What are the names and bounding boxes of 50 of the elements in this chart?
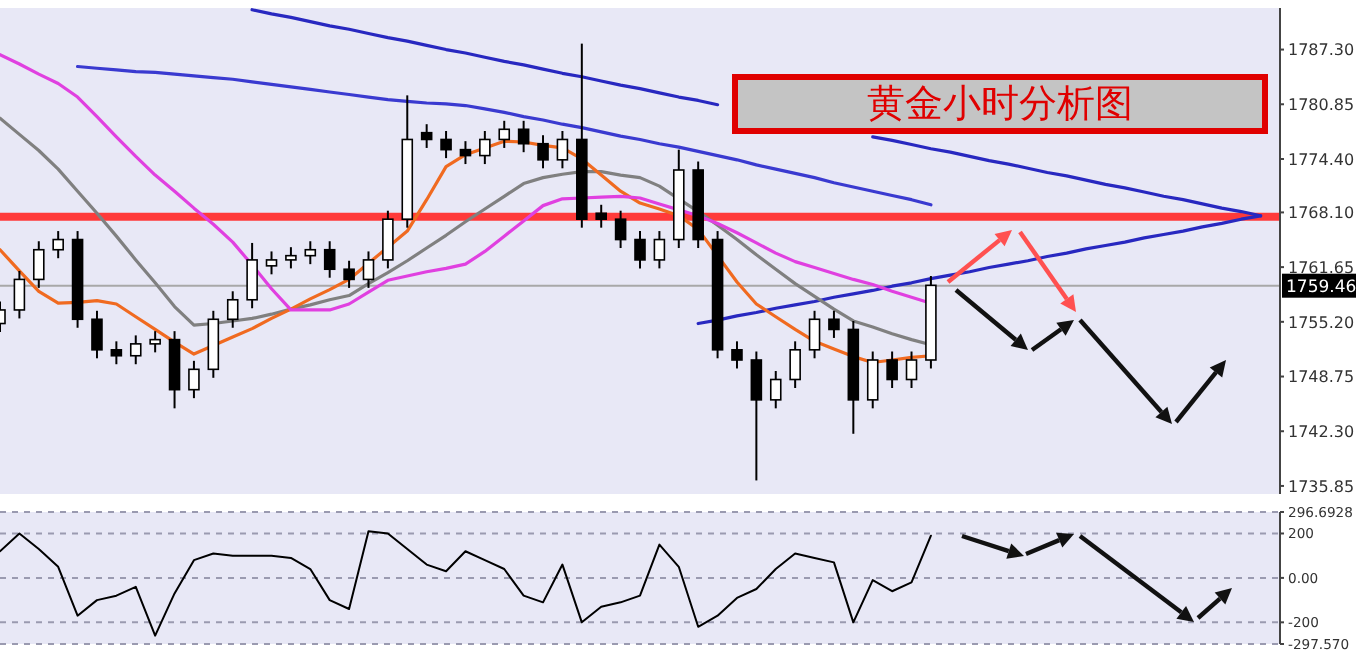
candlestick — [750, 350, 763, 482]
candlestick — [149, 330, 161, 354]
candlestick — [246, 241, 258, 310]
y-tick-label: 1780.85 — [1288, 95, 1355, 114]
candlestick — [343, 259, 355, 289]
candlestick — [226, 290, 239, 329]
candlestick — [285, 246, 297, 270]
candlestick — [905, 350, 918, 389]
y-tick-label: 1755.20 — [1288, 313, 1355, 332]
candlestick — [614, 209, 627, 250]
candlestick — [382, 209, 394, 270]
candlestick — [769, 370, 782, 410]
candlestick — [362, 250, 375, 289]
candlestick — [110, 340, 123, 366]
candlestick — [866, 350, 879, 410]
y-tick-label: 1774.40 — [1288, 150, 1355, 169]
candlestick — [13, 269, 26, 320]
candlestick — [517, 119, 530, 154]
candlestick — [129, 334, 142, 366]
candlestick — [828, 309, 840, 339]
y-tick-label: 1761.65 — [1288, 258, 1355, 277]
candlestick — [537, 134, 549, 170]
candlestick — [595, 203, 608, 229]
candlestick — [188, 359, 200, 400]
candlestick — [808, 309, 821, 360]
candlestick — [459, 140, 472, 166]
line-series — [0, 530, 932, 637]
candlestick — [323, 240, 336, 279]
candlestick — [789, 340, 801, 389]
candlestick — [634, 230, 646, 270]
candlestick — [556, 129, 569, 170]
candlestick — [265, 250, 278, 276]
candlestick — [91, 309, 103, 360]
y-tick-label: 1735.85 — [1288, 477, 1355, 496]
candlestick — [653, 230, 666, 270]
candlestick — [731, 340, 743, 370]
candlestick — [440, 129, 452, 160]
candlestick — [498, 119, 511, 149]
candlestick — [886, 350, 898, 389]
title-box: 黄金小时分析图 — [732, 74, 1268, 134]
y-tick-label: 1742.30 — [1288, 422, 1355, 441]
candlestick — [32, 240, 45, 289]
candlestick — [52, 230, 64, 260]
candlestick — [479, 129, 491, 166]
ref-line-label: 1759.46 — [1286, 277, 1357, 298]
candlestick — [304, 240, 317, 266]
y-tick-label: 1768.10 — [1288, 204, 1355, 223]
candlestick — [420, 123, 433, 149]
y-tick-label: 1787.30 — [1288, 41, 1355, 60]
y-tick-label: 1748.75 — [1288, 368, 1355, 387]
